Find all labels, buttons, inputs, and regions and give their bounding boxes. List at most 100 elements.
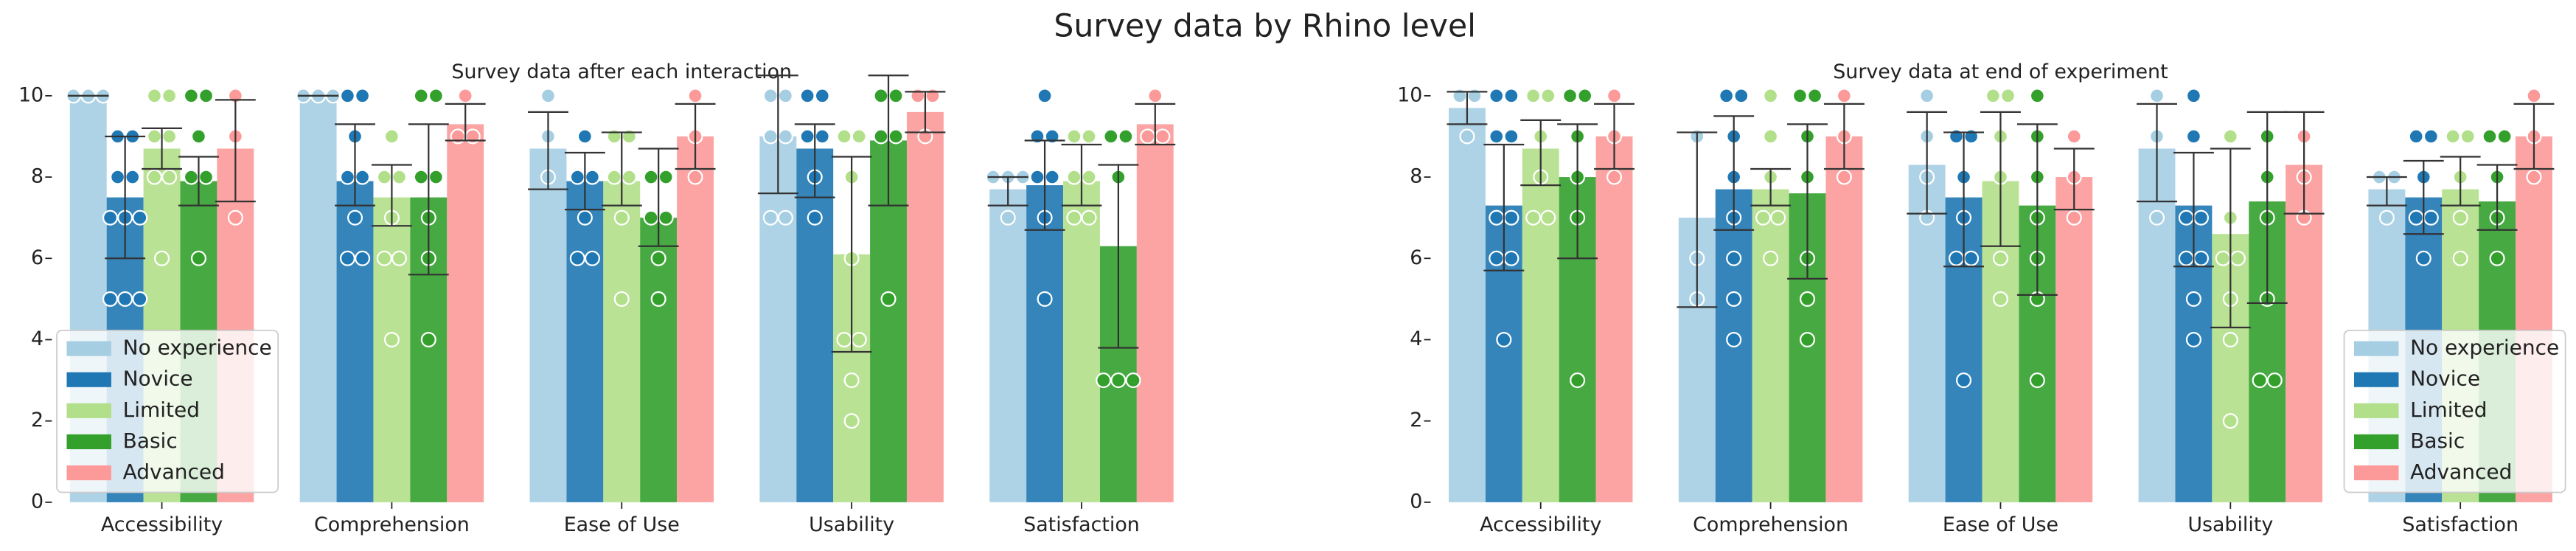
data-point [1606, 169, 1623, 185]
legend-swatch [2353, 403, 2399, 418]
x-tick-label: Usability [2187, 513, 2273, 536]
data-point [687, 88, 703, 104]
data-point [687, 169, 703, 185]
data-point [1081, 169, 1097, 185]
error-bar [675, 103, 716, 170]
data-point [613, 209, 630, 226]
legend-label: Advanced [2410, 460, 2512, 484]
y-tick-label: 0 [31, 490, 43, 513]
data-point [339, 88, 355, 104]
data-point [428, 88, 444, 104]
data-point [650, 291, 666, 307]
data-point [2148, 209, 2165, 226]
data-point [2496, 128, 2513, 145]
data-point [1155, 128, 1171, 145]
data-point [888, 88, 904, 104]
data-point [762, 209, 779, 226]
legend-swatch [66, 341, 111, 356]
x-tick-label: Comprehension [1693, 513, 1848, 536]
data-point [1125, 372, 1141, 389]
data-point [843, 372, 860, 389]
data-point [1726, 250, 1742, 266]
data-point [1562, 88, 1578, 104]
data-point [577, 128, 593, 145]
error-bar [1135, 103, 1176, 146]
data-point [540, 88, 556, 104]
data-point [339, 250, 355, 266]
data-point [621, 169, 637, 185]
legend-swatch [66, 403, 111, 418]
data-point [777, 88, 793, 104]
data-point [1948, 250, 1964, 266]
data-point [762, 128, 779, 145]
data-point [1570, 372, 1586, 389]
y-tick-label: 0 [1410, 490, 1422, 513]
data-point [1489, 209, 1505, 226]
data-point [110, 169, 126, 185]
legend-label: Basic [2410, 429, 2465, 453]
data-point [125, 169, 141, 185]
data-point [584, 169, 600, 185]
data-point [376, 250, 392, 266]
legend-label: Basic [123, 429, 178, 453]
x-tick-label: Ease of Use [564, 513, 680, 536]
data-point [814, 88, 830, 104]
data-point [1726, 291, 1742, 307]
error-bar [528, 111, 568, 190]
data-point [799, 128, 815, 145]
legend-swatch [2353, 465, 2399, 481]
x-tick-label: Usability [809, 513, 894, 536]
data-point [2266, 372, 2283, 389]
data-point [391, 250, 408, 266]
data-point [1963, 250, 1980, 266]
error-bar [2366, 176, 2407, 207]
data-point [658, 169, 674, 185]
data-point [873, 128, 889, 145]
y-tick-label: 10 [1397, 83, 1422, 106]
error-bar [2513, 103, 2555, 170]
error-bar [868, 74, 909, 207]
data-point [2222, 413, 2238, 429]
error-bar [1024, 139, 1065, 231]
data-point [2178, 209, 2194, 226]
legend-label: Novice [123, 367, 193, 391]
data-point [376, 169, 392, 185]
bar [603, 181, 641, 502]
error-bar [831, 156, 872, 353]
data-point [873, 88, 889, 104]
legend-swatch [66, 372, 111, 387]
data-point [2215, 250, 2231, 266]
error-bar [794, 123, 835, 198]
data-point [190, 250, 206, 266]
bar [447, 124, 484, 502]
data-point [606, 169, 622, 185]
error-bar [2053, 148, 2095, 211]
data-point [1140, 128, 1156, 145]
data-point [777, 128, 793, 145]
data-point [161, 88, 178, 104]
data-point [1919, 88, 1935, 104]
data-point [420, 331, 436, 348]
legend-label: Novice [2410, 367, 2480, 391]
data-point [1836, 88, 1852, 104]
data-point [1110, 372, 1127, 389]
data-point [1489, 250, 1505, 266]
data-point [1103, 128, 1119, 145]
data-point [2185, 291, 2201, 307]
data-point [102, 209, 119, 226]
data-point [198, 88, 215, 104]
data-point [1489, 88, 1505, 104]
data-point [383, 128, 400, 145]
data-point [2222, 128, 2238, 145]
y-tick-label: 4 [1410, 328, 1422, 350]
data-point [1029, 169, 1045, 185]
legend-swatch [2353, 434, 2399, 450]
bar [759, 136, 797, 502]
error-bar [757, 74, 798, 195]
legend-frame [56, 330, 279, 493]
x-tick-label: Satisfaction [1023, 513, 1140, 536]
bar [529, 148, 567, 502]
data-point [2452, 250, 2468, 266]
data-point [799, 88, 815, 104]
